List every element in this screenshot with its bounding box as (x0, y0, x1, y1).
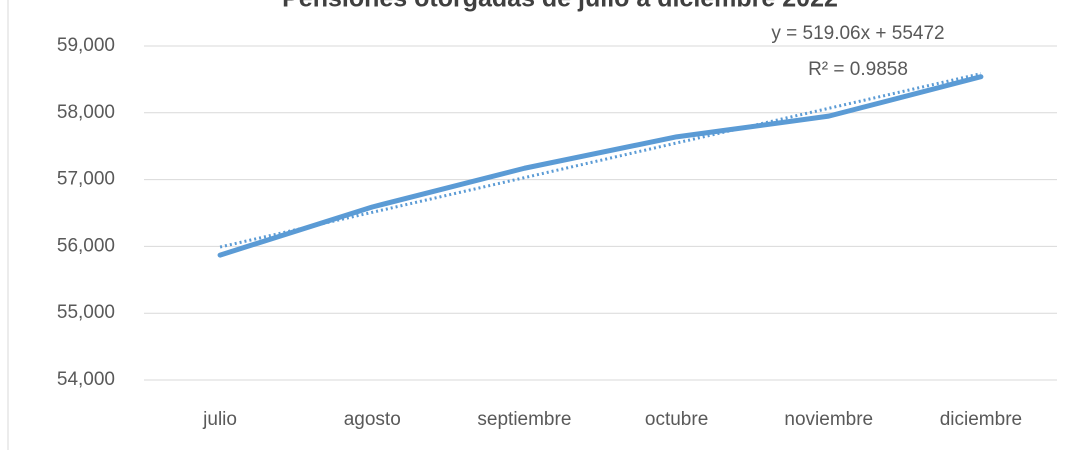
trend-equation: y = 519.06x + 55472 (771, 23, 944, 44)
y-tick-label: 59,000 (57, 35, 115, 56)
x-tick-label: julio (202, 409, 237, 430)
x-tick-label: diciembre (940, 409, 1022, 430)
y-tick-label: 55,000 (57, 302, 115, 323)
series-line (217, 74, 984, 258)
x-tick-label: noviembre (784, 409, 873, 430)
y-tick-label: 58,000 (57, 102, 115, 123)
x-tick-label: octubre (645, 409, 708, 430)
chart-title: Pensiones otorgadas de julio a diciembre… (282, 0, 838, 13)
y-tick-label: 56,000 (57, 235, 115, 256)
trend-line (219, 72, 982, 249)
x-tick-label: agosto (344, 409, 401, 430)
y-tick-label: 54,000 (57, 369, 115, 390)
x-tick-label: septiembre (477, 409, 571, 430)
y-tick-label: 57,000 (57, 169, 115, 190)
trend-r2: R² = 0.9858 (808, 59, 908, 80)
